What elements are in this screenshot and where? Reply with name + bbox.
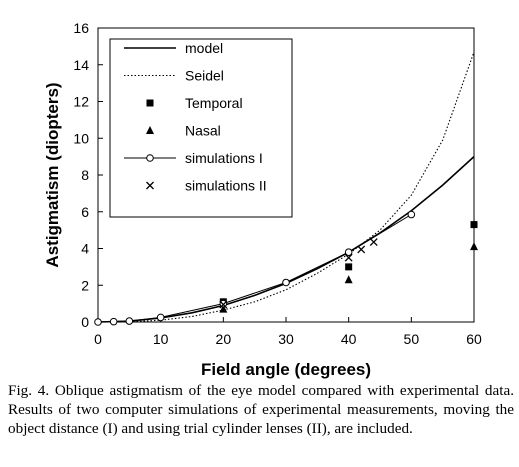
y-axis-title: Astigmatism (diopters) bbox=[43, 82, 62, 267]
y-tick-label: 16 bbox=[73, 20, 89, 36]
x-tick-label: 60 bbox=[466, 331, 482, 347]
x-tick-label: 10 bbox=[153, 331, 169, 347]
series-layer bbox=[94, 51, 478, 326]
legend-label: simulations I bbox=[185, 150, 263, 166]
data-point bbox=[470, 221, 478, 229]
x-tick-label: 30 bbox=[278, 331, 294, 347]
x-tick-label: 0 bbox=[94, 331, 102, 347]
series-nasal bbox=[219, 242, 478, 313]
data-point bbox=[94, 318, 102, 326]
x-tick-label: 20 bbox=[216, 331, 232, 347]
series-simulations-i bbox=[94, 210, 416, 326]
y-tick-label: 8 bbox=[81, 167, 89, 183]
legend-item-simulations-i: simulations I bbox=[124, 150, 263, 166]
legend-item-simulations-ii: simulations II bbox=[146, 178, 267, 194]
data-point bbox=[219, 300, 228, 309]
legend-label: model bbox=[185, 40, 223, 56]
chart: 0 10 20 30 40 50 60 0 2 4 6 8 10 12 14 16 model Seidel Te… bbox=[43, 20, 482, 379]
series-seidel bbox=[97, 51, 475, 323]
legend-item-temporal: Temporal bbox=[146, 95, 243, 111]
data-point bbox=[407, 210, 416, 219]
data-point bbox=[357, 245, 366, 254]
x-axis-title: Field angle (degrees) bbox=[201, 360, 371, 379]
figure-caption: Fig. 4. Oblique astigmatism of the eye m… bbox=[8, 382, 514, 437]
legend-label: Temporal bbox=[185, 95, 243, 111]
legend-item-seidel: Seidel bbox=[124, 68, 224, 84]
legend-label: simulations II bbox=[185, 178, 267, 194]
data-point bbox=[369, 238, 378, 247]
legend-marker bbox=[146, 126, 154, 134]
series-line-simulations-i bbox=[97, 214, 412, 323]
y-tick-label: 6 bbox=[81, 204, 89, 220]
legend-marker bbox=[146, 181, 154, 190]
data-point bbox=[344, 253, 353, 262]
y-tick-label: 10 bbox=[73, 130, 89, 146]
series-simulations-ii bbox=[219, 238, 378, 309]
legend-item-model: model bbox=[124, 40, 223, 56]
data-point bbox=[109, 317, 118, 326]
y-tick-label: 14 bbox=[73, 57, 89, 73]
data-point bbox=[344, 248, 353, 256]
axes: 0 10 20 30 40 50 60 0 2 4 6 8 10 12 14 16 bbox=[73, 20, 482, 347]
data-point bbox=[470, 242, 478, 251]
x-tick-label: 50 bbox=[404, 331, 420, 347]
y-tick-label: 12 bbox=[73, 94, 89, 110]
data-point bbox=[345, 263, 353, 271]
data-point bbox=[282, 278, 290, 287]
data-point bbox=[219, 304, 228, 313]
legend-marker bbox=[146, 154, 154, 162]
legend-marker bbox=[146, 99, 154, 107]
legend: model Seidel Temporal Nasal simulations I sim… bbox=[109, 38, 293, 218]
y-tick-label: 0 bbox=[81, 314, 89, 330]
series-line-seidel bbox=[97, 51, 475, 323]
data-point bbox=[156, 313, 165, 322]
y-tick-label: 4 bbox=[81, 241, 89, 257]
legend-item-nasal: Nasal bbox=[146, 123, 221, 139]
data-point bbox=[344, 275, 353, 284]
legend-label: Seidel bbox=[185, 68, 224, 84]
y-tick-label: 2 bbox=[81, 277, 89, 293]
legend-box bbox=[109, 38, 293, 218]
legend-label: Nasal bbox=[185, 123, 221, 139]
data-point bbox=[125, 317, 134, 325]
series-temporal bbox=[219, 221, 478, 306]
x-tick-label: 40 bbox=[341, 331, 357, 347]
